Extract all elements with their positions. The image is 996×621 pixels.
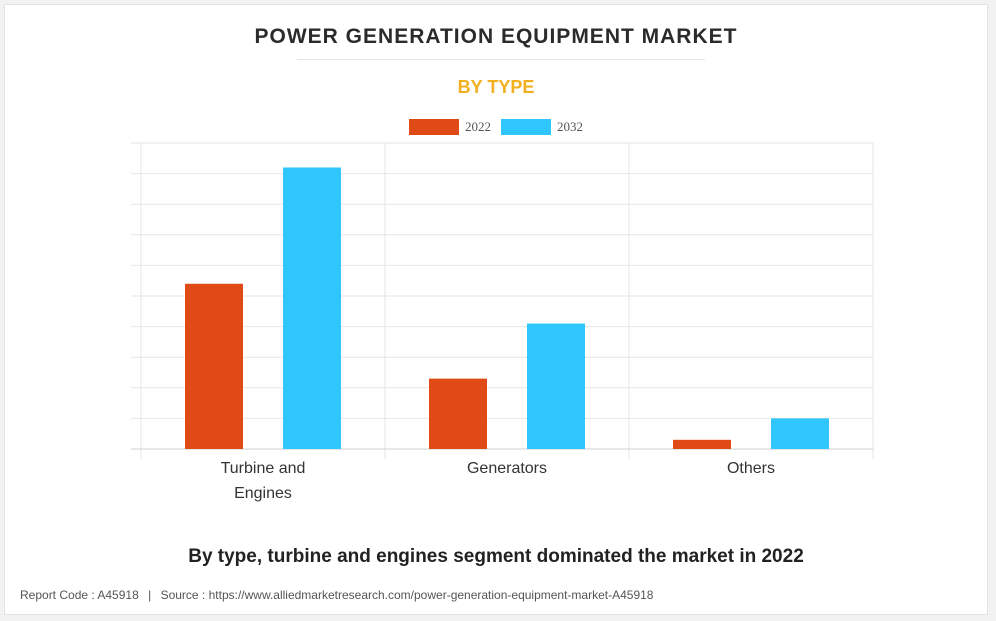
- legend-swatch-2032: [501, 119, 551, 135]
- bar-2032-2: [771, 418, 829, 449]
- source-link[interactable]: Source : https://www.alliedmarketresearc…: [160, 588, 654, 602]
- x-tick-label-line: Engines: [234, 485, 292, 502]
- title-divider: [297, 59, 705, 60]
- chart-subtitle: BY TYPE: [457, 77, 535, 97]
- x-tick-label: Others: [727, 460, 775, 477]
- bar-2032-1: [527, 323, 585, 449]
- x-tick-label-line: Generators: [467, 460, 547, 477]
- legend-item-2032[interactable]: 2032: [501, 119, 583, 135]
- legend-item-2022[interactable]: 2022: [409, 119, 491, 135]
- bar-chart: Turbine and Engines Generators Others: [131, 142, 874, 502]
- bar-2032-0: [283, 167, 341, 450]
- footer-separator: |: [148, 588, 152, 602]
- bar-2022-0: [185, 283, 243, 449]
- x-tick-label-line: Others: [727, 460, 775, 477]
- legend-label-2022: 2022: [465, 119, 491, 134]
- report-code: Report Code : A45918: [20, 588, 139, 602]
- legend-swatch-2022: [409, 119, 459, 135]
- x-tick-label-line: Turbine and: [221, 460, 306, 477]
- x-tick-label: Generators: [467, 460, 547, 477]
- chart-caption: By type, turbine and engines segment dom…: [188, 546, 804, 567]
- legend-label-2032: 2032: [557, 119, 583, 134]
- bar-2022-1: [429, 378, 487, 449]
- chart-legend: 2022 2032: [5, 119, 987, 135]
- footer: Report Code : A45918 | Source : https://…: [20, 588, 653, 602]
- chart-title: POWER GENERATION EQUIPMENT MARKET: [254, 25, 738, 48]
- bar-2022-2: [673, 439, 731, 449]
- x-tick-label: Turbine and Engines: [221, 460, 306, 502]
- chart-card: POWER GENERATION EQUIPMENT MARKET BY TYP…: [4, 4, 988, 615]
